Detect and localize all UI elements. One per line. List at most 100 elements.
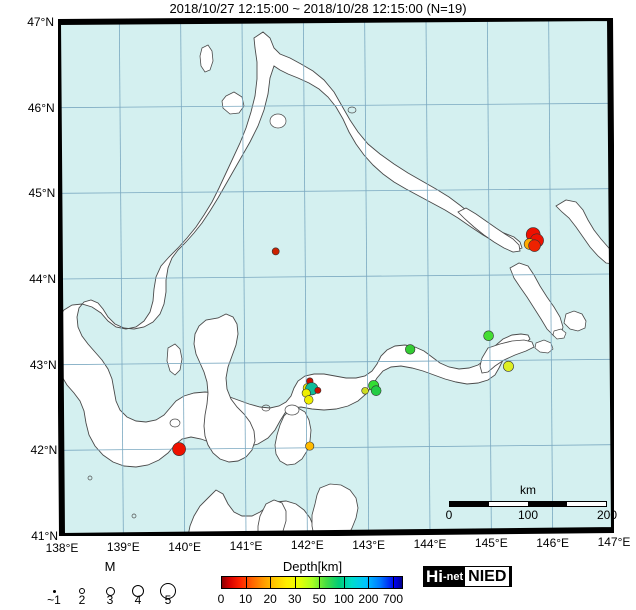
island-etorofu	[555, 199, 614, 265]
inland-lake-4	[347, 106, 357, 114]
habomai-islet-2	[552, 328, 567, 340]
earthquake-marker[interactable]	[271, 247, 280, 256]
lon-tick-label-142: 142°E	[290, 538, 324, 553]
depth-label-30: 30	[288, 592, 302, 606]
lon-tick-label-144: 144°E	[413, 537, 447, 551]
hinet-nied-logo[interactable]: Hi -net NIED	[423, 566, 513, 587]
inland-lake-5	[261, 404, 271, 412]
gridline-lat-46	[58, 102, 611, 109]
gridline-lat-44	[59, 273, 613, 280]
depth-tick-100	[343, 576, 345, 589]
scale-label-0: 0	[445, 508, 453, 522]
scale-bar-labels: 0 100 200	[443, 508, 617, 523]
depth-label-0: 0	[217, 592, 225, 606]
logo-hi-text: Hi	[426, 567, 443, 586]
gridline-lat-42	[61, 444, 614, 451]
island-rishiri	[221, 91, 245, 115]
earthquake-marker[interactable]	[528, 239, 541, 252]
depth-tick-20	[270, 576, 272, 589]
island-rebun	[199, 44, 214, 73]
depth-colorbar	[221, 576, 403, 589]
lon-tick-label-141: 141°E	[229, 539, 263, 553]
lat-tick-label-47: 47°N	[27, 15, 54, 29]
earthquake-marker[interactable]	[503, 360, 514, 372]
scale-bar-widget: km 0 100 200	[443, 483, 617, 528]
scale-seg-1	[450, 502, 489, 506]
depth-tick-10	[245, 576, 247, 589]
magnitude-label-4: 4	[134, 593, 142, 607]
depth-label-100: 100	[333, 592, 354, 606]
lon-tick-label-143: 143°E	[352, 537, 386, 552]
magnitude-label-2: 2	[78, 593, 86, 607]
magnitude-label-3: 3	[106, 593, 114, 607]
map-area[interactable]: km 0 100 200	[58, 18, 617, 536]
depth-legend-labels: 0 10 20 30 50 100 200 700	[215, 592, 410, 607]
depth-tick-200	[368, 576, 370, 589]
depth-legend: Depth[km] 0 10 20 30 50 100 200 700	[215, 560, 410, 608]
habomai-islets	[534, 339, 554, 354]
gridline-lat-45	[59, 188, 612, 194]
inland-lake-1	[269, 113, 287, 129]
lat-tick-label-45: 45°N	[28, 186, 56, 201]
lon-tick-label-138: 138°E	[45, 541, 79, 555]
depth-label-50: 50	[312, 592, 326, 606]
shimokita-peninsula	[311, 483, 359, 536]
island-hokkaido	[58, 31, 531, 468]
scale-label-200: 200	[596, 508, 618, 522]
earthquake-markers[interactable]	[172, 227, 544, 456]
earthquake-marker[interactable]	[304, 395, 314, 405]
earthquake-marker[interactable]	[361, 387, 369, 395]
earthquake-marker[interactable]	[370, 385, 382, 396]
depth-label-700: 700	[382, 592, 403, 606]
depth-legend-title: Depth[km]	[282, 559, 343, 574]
lat-tick-label-42: 42°N	[30, 443, 58, 458]
logo-net-text: -net	[443, 570, 464, 583]
scale-seg-2	[528, 502, 567, 506]
earthquake-marker[interactable]	[305, 441, 315, 451]
map-graphics	[58, 18, 614, 536]
logo-nied-text: NIED	[465, 567, 510, 586]
island-okushiri	[166, 343, 183, 376]
lat-tick-label-44: 44°N	[29, 272, 56, 286]
map-canvas[interactable]	[58, 18, 614, 536]
depth-tick-700	[392, 576, 394, 589]
lat-tick-label-41: 41°N	[31, 529, 58, 543]
magnitude-legend-title: M	[104, 559, 116, 574]
lat-tick-label-46: 46°N	[27, 100, 55, 115]
magnitude-label-~1: ~1	[47, 593, 61, 607]
lon-tick-label-139: 139°E	[106, 540, 140, 555]
depth-tick-50	[319, 576, 321, 589]
magnitude-label-5: 5	[164, 593, 172, 607]
lat-tick-label-43: 43°N	[29, 357, 57, 372]
small-islet-2	[131, 513, 137, 519]
magnitude-legend-symbols	[20, 575, 200, 599]
scale-bar-unit: km	[520, 483, 536, 497]
inland-lake-3	[169, 418, 181, 428]
lon-tick-label-147: 147°E	[597, 535, 631, 549]
magnitude-symbol-4	[132, 585, 144, 597]
magnitude-symbol-2	[79, 588, 85, 594]
depth-colorbar-ticks	[215, 576, 410, 589]
erimo-cape	[274, 407, 312, 466]
island-shikotan	[563, 310, 587, 332]
magnitude-legend: M ~1 2 3 4 5	[20, 560, 200, 608]
earthquake-marker[interactable]	[483, 330, 494, 342]
small-islet-1	[87, 475, 93, 481]
scale-label-100: 100	[517, 508, 539, 522]
lon-tick-label-146: 146°E	[536, 535, 570, 550]
scale-bar-track	[449, 501, 607, 507]
nemuro-peninsula	[479, 339, 535, 374]
lon-tick-label-145: 145°E	[474, 536, 508, 551]
depth-label-20: 20	[263, 592, 277, 606]
magnitude-symbol-~1	[52, 589, 56, 593]
earthquake-marker[interactable]	[314, 386, 322, 394]
earthquake-marker[interactable]	[405, 344, 416, 355]
gridline-lat-43	[60, 358, 613, 366]
depth-label-10: 10	[238, 592, 253, 606]
map-frame-border	[58, 18, 614, 536]
page-title: 2018/10/27 12:15:00 ~ 2018/10/28 12:15:0…	[169, 1, 467, 16]
depth-label-200: 200	[358, 592, 379, 606]
earthquake-marker[interactable]	[172, 442, 186, 456]
magnitude-symbol-3	[105, 586, 115, 596]
depth-tick-30	[294, 576, 296, 589]
